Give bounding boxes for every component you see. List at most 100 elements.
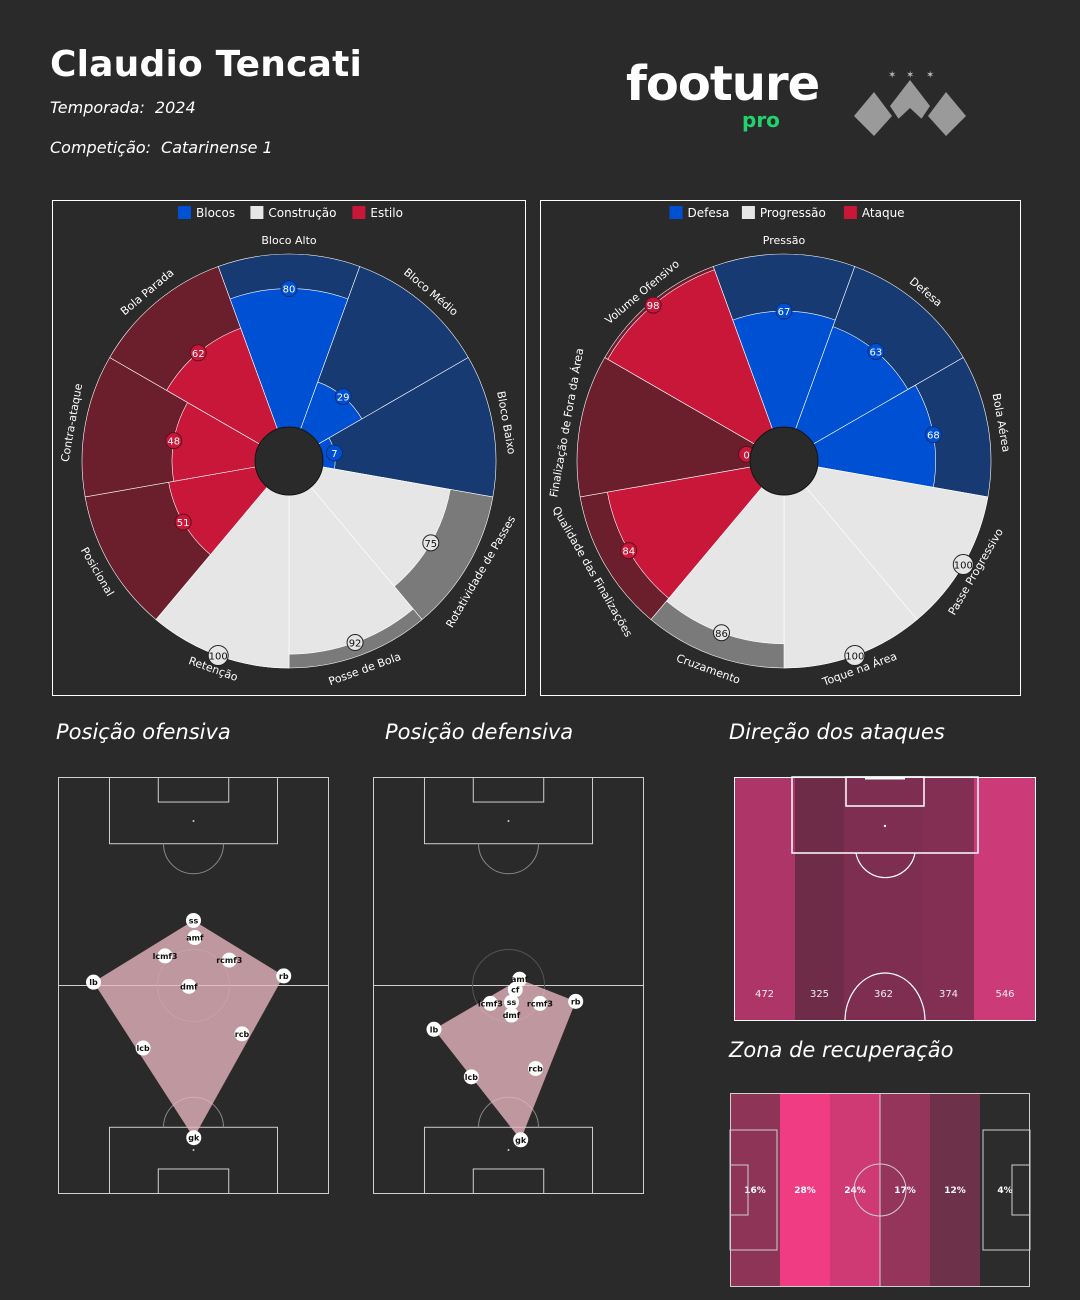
- player-marker: [157, 948, 173, 964]
- player-marker: [276, 968, 292, 984]
- player-marker: [186, 1130, 202, 1146]
- recovery-zone-cell: [880, 1093, 930, 1287]
- recovery-zone-value: 12%: [944, 1186, 966, 1196]
- radar-value-label: 80: [283, 285, 296, 296]
- offensive-position-title: Posição ofensiva: [56, 720, 231, 744]
- phase-radar-panel: [540, 200, 1021, 696]
- player-marker: [426, 1021, 442, 1037]
- penalty-spot-top: [192, 820, 195, 823]
- penalty-spot-bottom: [507, 1148, 510, 1151]
- recovery-zone-value: 4%: [997, 1186, 1012, 1196]
- penalty-spot-bottom: [192, 1148, 195, 1151]
- player-label: rcb: [528, 1064, 543, 1073]
- player-marker: [463, 1069, 479, 1085]
- player-label: gk: [515, 1136, 527, 1145]
- penalty-arc-top: [478, 843, 539, 875]
- player-label: rb: [571, 997, 581, 1006]
- style-radar-panel: [52, 200, 526, 696]
- radar-value-marker: [325, 444, 343, 462]
- player-marker: [181, 978, 197, 994]
- recovery-zone-cell: [780, 1093, 830, 1287]
- radar-value-marker: [165, 432, 183, 450]
- player-name: Claudio Tencati: [50, 44, 363, 85]
- penalty-spot-top: [507, 820, 510, 823]
- svg-text:✶: ✶: [888, 70, 896, 81]
- attack-direction-heatmap: 472 325 362 374 546: [734, 776, 1036, 1022]
- recovery-zone-cell: [980, 1093, 1030, 1287]
- recovery-goal-box-right: [1011, 1164, 1031, 1216]
- radar-value-marker: [644, 296, 662, 314]
- radar-value-label: 51: [177, 518, 190, 529]
- svg-text:✶: ✶: [926, 70, 934, 81]
- attack-direction-value: 325: [810, 989, 829, 1000]
- attack-direction-value: 472: [755, 989, 774, 1000]
- player-marker: [507, 982, 523, 998]
- radar-value-marker: [174, 513, 192, 531]
- radar-value-marker: [775, 302, 793, 320]
- player-marker: [568, 993, 584, 1009]
- player-label: amf: [511, 975, 529, 984]
- player-marker: [187, 930, 203, 946]
- attack-direction-cell: [795, 777, 844, 1021]
- legend-swatch: [843, 206, 857, 219]
- attack-direction-value: 546: [995, 989, 1014, 1000]
- svg-text:✶: ✶: [906, 70, 914, 81]
- player-marker: [221, 952, 237, 968]
- recovery-zone-cell: [730, 1093, 780, 1287]
- radar-center-hole: [749, 426, 819, 496]
- player-marker: [135, 1040, 151, 1056]
- legend-swatch: [741, 206, 755, 219]
- player-label: lb: [430, 1025, 439, 1034]
- radar-value-label: 67: [778, 307, 791, 318]
- attack-direction-value: 374: [939, 989, 958, 1000]
- radar-value-label: 7: [331, 449, 337, 460]
- player-label: lb: [89, 978, 98, 987]
- offensive-position-pitch: ss amf lcmf3 rcmf3 lb rb dmf rcb lcb gk: [58, 777, 329, 1194]
- player-label: dmf: [180, 982, 198, 991]
- attack-direction-title: Direção dos ataques: [729, 720, 945, 744]
- legend-swatch: [250, 206, 264, 219]
- recovery-zone-cell: [930, 1093, 980, 1287]
- recovery-zone-value: 16%: [744, 1186, 766, 1196]
- radar-value-marker: [346, 634, 364, 652]
- radar-value-label: 86: [715, 629, 728, 640]
- legend-label: Construção: [268, 206, 336, 220]
- legend-swatch: [669, 206, 683, 219]
- recovery-goal-box-left: [729, 1164, 749, 1216]
- recovery-zone-value: 24%: [844, 1186, 866, 1196]
- radar-value-marker: [952, 554, 974, 575]
- penalty-box-top: [108, 777, 279, 845]
- legend-label: Estilo: [370, 206, 403, 220]
- attack-direction-value: 362: [874, 989, 893, 1000]
- radar-center-hole: [254, 426, 324, 496]
- phase-radar-chart: Defesa Progressão Ataque67Pressão63Defesa6…: [547, 206, 1013, 689]
- radar-value-label: 68: [927, 431, 940, 442]
- player-marker: [234, 1026, 250, 1042]
- player-label: rcmf3: [216, 956, 242, 965]
- player-label: rb: [279, 972, 289, 981]
- radar-category-label: Bloco Alto: [261, 234, 317, 247]
- player-marker: [482, 995, 498, 1011]
- radar-value-label: 100: [209, 652, 228, 663]
- recovery-zone-value: 17%: [894, 1186, 916, 1196]
- attack-direction-cell: [923, 777, 974, 1021]
- style-radar-chart: Blocos Construção Estilo 80 Bloco Alto 29 Bloc…: [59, 206, 518, 688]
- legend-label: Progressão: [760, 206, 826, 220]
- brand-logo: footure: [626, 56, 820, 112]
- legend-label: Blocos: [196, 206, 235, 220]
- radar-category-label: Bloco Baixo: [494, 390, 518, 455]
- radar-value-marker: [867, 342, 885, 360]
- player-label: lcmf3: [153, 952, 178, 961]
- player-label: cf: [511, 986, 520, 995]
- player-marker: [186, 912, 201, 928]
- season-label: Temporada:: [50, 98, 145, 117]
- radar-value-marker: [280, 280, 298, 298]
- player-label: amf: [186, 934, 204, 943]
- player-marker: [503, 1007, 519, 1023]
- attack-penalty-spot: [883, 824, 887, 828]
- player-label: dmf: [503, 1011, 521, 1020]
- attack-direction-cell: [734, 777, 795, 1021]
- radar-category-label: Pressão: [763, 234, 806, 247]
- radar-value-label: 100: [845, 652, 864, 663]
- radar-value-label: 63: [870, 347, 883, 358]
